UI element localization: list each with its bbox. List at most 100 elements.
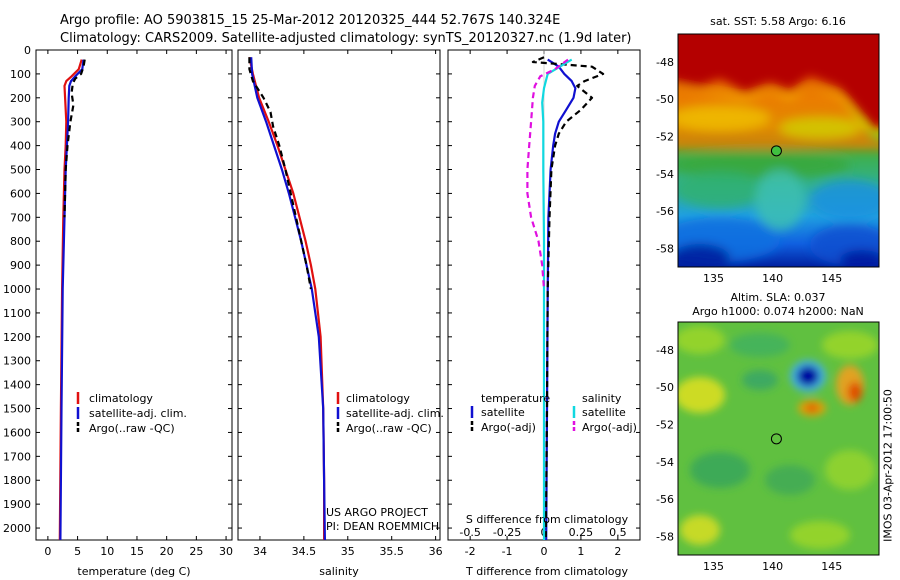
salinity-legend: climatology satellite-adj. clim. Argo(..…	[336, 392, 444, 435]
project-annotation: US ARGO PROJECT	[326, 506, 428, 519]
legend-label-temp-satellite: satellite	[481, 406, 525, 419]
sla-map-xtick-label: 140	[762, 560, 783, 573]
temperature-xtick-label: 5	[74, 545, 81, 558]
depth-tick-label: 700	[10, 211, 31, 224]
depth-tick-label: 800	[10, 235, 31, 248]
sla-map-ytick-label: -52	[656, 419, 674, 432]
temperature-xlabel: temperature (deg C)	[77, 565, 190, 578]
series-salinity-argo-adj	[526, 58, 569, 290]
temperature-xtick-label: 0	[44, 545, 51, 558]
legend-label-argo: Argo(..raw -QC)	[346, 422, 432, 435]
difference-xtick-label: 2	[614, 545, 621, 558]
title-line-2: Climatology: CARS2009. Satellite-adjuste…	[60, 31, 632, 46]
salinity-xtick-label: 36	[429, 545, 443, 558]
difference-top-tick-label: 0.5	[609, 526, 627, 539]
depth-tick-label: 200	[10, 92, 31, 105]
temperature-xtick-label: 20	[160, 545, 174, 558]
salinity-lines	[248, 56, 326, 540]
legend-label-satellite: satellite-adj. clim.	[89, 407, 187, 420]
difference-xtick-label: -1	[502, 545, 513, 558]
legend-label-satellite: satellite-adj. clim.	[346, 407, 444, 420]
salinity-xtick-label: 34.5	[292, 545, 317, 558]
sst-map-title: sat. SST: 5.58 Argo: 6.16	[710, 15, 846, 28]
sla-map-ytick-label: -48	[656, 344, 674, 357]
sla-map-xtick-label: 135	[703, 560, 724, 573]
salinity-xtick-label: 35.5	[379, 545, 404, 558]
depth-tick-label: 1400	[3, 379, 31, 392]
difference-xlabel: T difference from climatology	[465, 565, 628, 578]
difference-xtick-label: 0	[541, 545, 548, 558]
temperature-xtick-label: 25	[189, 545, 203, 558]
sla-argo-marker	[770, 433, 782, 445]
sla-map-ytick-label: -50	[656, 381, 674, 394]
legend-label-temp-argo: Argo(-adj)	[481, 421, 536, 434]
depth-tick-label: 0	[24, 44, 31, 57]
legend-label-climatology: climatology	[89, 392, 153, 405]
legend-title-temperature: temperature	[481, 392, 550, 405]
title-line-1: Argo profile: AO 5903815_15 25-Mar-2012 …	[60, 13, 560, 28]
difference-top-tick-label: 0.25	[569, 526, 594, 539]
temperature-xtick-label: 10	[100, 545, 114, 558]
salinity-xtick-label: 34	[253, 545, 267, 558]
legend-label-climatology: climatology	[346, 392, 410, 405]
sst-argo-marker	[770, 145, 782, 157]
sla-map-ytick-label: -54	[656, 456, 674, 469]
sst-map-frame	[677, 33, 880, 268]
temperature-legend: climatology satellite-adj. clim. Argo(..…	[76, 392, 187, 435]
depth-tick-label: 600	[10, 187, 31, 200]
depth-tick-label: 1500	[3, 403, 31, 416]
sst-map-ytick-label: -58	[656, 242, 674, 255]
sla-map-ytick-label: -58	[656, 530, 674, 543]
temperature-xtick-label: 30	[219, 545, 233, 558]
legend-label-argo: Argo(..raw -QC)	[89, 422, 175, 435]
salinity-xlabel: salinity	[319, 565, 359, 578]
difference-lines	[526, 56, 605, 540]
difference-legend: temperature satellite Argo(-adj) salinit…	[470, 392, 637, 434]
imos-stamp: IMOS 03-Apr-2012 17:00:50	[881, 389, 895, 542]
depth-tick-label: 1100	[3, 307, 31, 320]
sst-map-ytick-label: -56	[656, 205, 674, 218]
sla-map-ytick-label: -56	[656, 493, 674, 506]
depth-tick-label: 1000	[3, 283, 31, 296]
depth-tick-label: 100	[10, 68, 31, 81]
depth-tick-label: 900	[10, 259, 31, 272]
legend-label-sal-argo: Argo(-adj)	[582, 421, 637, 434]
legend-label-sal-satellite: satellite	[582, 406, 626, 419]
depth-tick-label: 500	[10, 164, 31, 177]
depth-tick-label: 1900	[3, 498, 31, 511]
difference-top-xlabel: S difference from climatology	[466, 513, 629, 526]
depth-tick-label: 300	[10, 116, 31, 129]
pi-annotation: PI: DEAN ROEMMICH	[326, 520, 439, 533]
series-salinity-satellite	[541, 58, 573, 540]
difference-xtick-label: 1	[577, 545, 584, 558]
salinity-xtick-label: 35	[341, 545, 355, 558]
sla-map-frame	[677, 321, 880, 556]
series-temperature-argo-adj	[531, 56, 605, 540]
depth-tick-label: 1200	[3, 331, 31, 344]
sst-map-xtick-label: 140	[762, 272, 783, 285]
depth-tick-label: 400	[10, 140, 31, 153]
sst-map-ytick-label: -50	[656, 93, 674, 106]
temperature-lines	[58, 59, 86, 540]
depth-tick-label: 1600	[3, 426, 31, 439]
sst-map-xtick-label: 135	[703, 272, 724, 285]
series-argo-raw-qc	[63, 59, 86, 218]
depth-tick-label: 1300	[3, 355, 31, 368]
difference-xtick-label: -2	[465, 545, 476, 558]
temperature-xtick-label: 15	[130, 545, 144, 558]
depth-tick-label: 2000	[3, 522, 31, 535]
depth-tick-label: 1700	[3, 450, 31, 463]
series-argo-raw-qc	[248, 57, 312, 290]
sst-map-ytick-label: -54	[656, 168, 674, 181]
sla-map-title-2: Argo h1000: 0.074 h2000: NaN	[692, 305, 864, 318]
sst-map-ytick-label: -48	[656, 56, 674, 69]
sla-map-xtick-label: 145	[821, 560, 842, 573]
sst-map-ytick-label: -52	[656, 131, 674, 144]
series-satellite-adj-clim	[250, 57, 326, 540]
legend-title-salinity: salinity	[582, 392, 622, 405]
sla-map-title-1: Altim. SLA: 0.037	[730, 291, 825, 304]
series-satellite-adj-clim	[59, 59, 85, 540]
difference-top-tick-label: -0.5	[459, 526, 480, 539]
depth-tick-label: 1800	[3, 474, 31, 487]
